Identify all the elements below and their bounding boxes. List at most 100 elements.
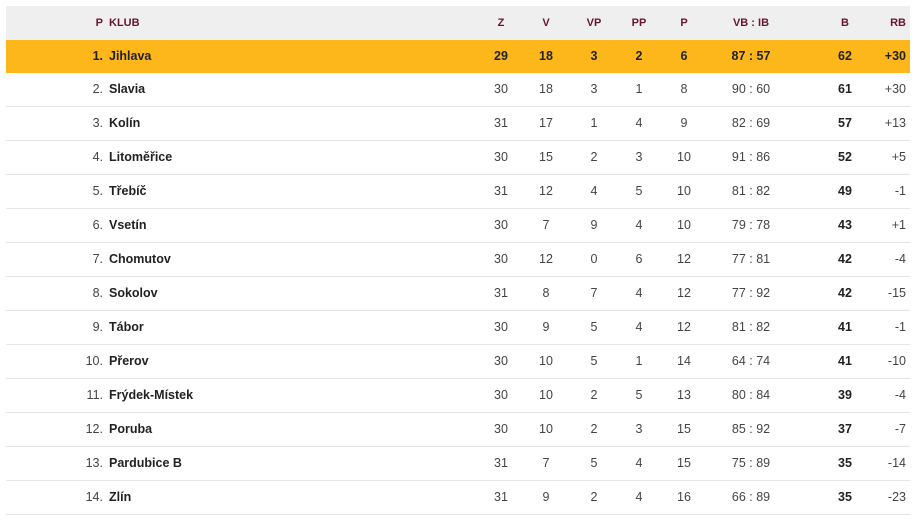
header-ot-wins[interactable]: VP [586,17,602,29]
club-name-cell[interactable]: Poruba [109,422,153,436]
points-cell: 39 [838,388,852,402]
losses-cell: 10 [677,150,691,164]
points-cell: 35 [838,456,852,470]
table-row[interactable]: 5. Třebíč 31 12 4 5 10 81 : 82 49 -1 [6,175,910,209]
table-row[interactable]: 9. Tábor 30 9 5 4 12 81 : 82 41 -1 [6,311,910,345]
club-name-cell[interactable]: Frýdek-Místek [109,388,194,402]
header-score[interactable]: VB : IB [732,17,770,29]
losses-cell: 16 [677,490,691,504]
ot-losses-cell: 5 [635,184,643,198]
club-name-cell[interactable]: Třebíč [109,184,147,198]
games-cell: 31 [494,116,508,130]
position-cell: 10. [85,354,103,368]
ot-wins-cell: 2 [590,490,598,504]
club-name-cell[interactable]: Kolín [109,116,141,130]
score-cell: 85 : 92 [731,422,771,436]
games-cell: 30 [494,218,508,232]
points-cell: 57 [838,116,852,130]
ot-losses-cell: 1 [635,354,643,368]
score-cell: 75 : 89 [731,456,771,470]
table-row[interactable]: 14. Zlín 31 9 2 4 16 66 : 89 35 -23 [6,481,910,515]
ot-wins-cell: 4 [590,184,598,198]
table-header: P KLUB Z V VP PP P VB : IB B RB [6,6,910,40]
points-cell: 37 [838,422,852,436]
header-club[interactable]: KLUB [109,17,140,29]
games-cell: 30 [494,82,508,96]
games-cell: 30 [494,252,508,266]
header-wins[interactable]: V [542,17,550,29]
goal-diff-cell: +13 [884,116,906,130]
ot-wins-cell: 7 [590,286,598,300]
goal-diff-cell: -14 [887,456,906,470]
wins-cell: 9 [542,490,550,504]
table-row[interactable]: 12. Poruba 30 10 2 3 15 85 : 92 37 -7 [6,413,910,447]
standings-table: P KLUB Z V VP PP P VB : IB B RB 1. Jihlav… [6,6,910,515]
header-points[interactable]: B [841,17,849,29]
position-cell: 2. [92,82,103,96]
games-cell: 30 [494,388,508,402]
club-name-cell[interactable]: Přerov [109,354,149,368]
table-row[interactable]: 8. Sokolov 31 8 7 4 12 77 : 92 42 -15 [6,277,910,311]
position-cell: 7. [92,252,103,266]
score-cell: 79 : 78 [731,218,771,232]
ot-losses-cell: 4 [635,456,643,470]
points-cell: 52 [838,150,852,164]
ot-wins-cell: 2 [590,388,598,402]
club-name-cell[interactable]: Tábor [109,320,144,334]
header-goal-diff[interactable]: RB [890,17,906,29]
club-name-cell[interactable]: Jihlava [109,49,152,63]
club-name-cell[interactable]: Sokolov [109,286,158,300]
club-name-cell[interactable]: Pardubice B [109,456,182,470]
points-cell: 49 [838,184,852,198]
points-cell: 43 [838,218,852,232]
ot-losses-cell: 4 [635,320,643,334]
ot-losses-cell: 4 [635,116,643,130]
position-cell: 6. [92,218,103,232]
table-row[interactable]: 3. Kolín 31 17 1 4 9 82 : 69 57 +13 [6,107,910,141]
score-cell: 80 : 84 [731,388,771,402]
wins-cell: 10 [539,422,553,436]
ot-losses-cell: 6 [635,252,643,266]
wins-cell: 7 [542,218,550,232]
table-row[interactable]: 11. Frýdek-Místek 30 10 2 5 13 80 : 84 39 -4 [6,379,910,413]
header-position[interactable]: P [95,17,103,29]
club-name-cell[interactable]: Vsetín [109,218,147,232]
club-name-cell[interactable]: Chomutov [109,252,171,266]
club-name-cell[interactable]: Slavia [109,82,146,96]
goal-diff-cell: +30 [884,82,906,96]
ot-wins-cell: 1 [590,116,598,130]
ot-wins-cell: 2 [590,422,598,436]
position-cell: 9. [92,320,103,334]
position-cell: 8. [92,286,103,300]
table-row[interactable]: 7. Chomutov 30 12 0 6 12 77 : 81 42 -4 [6,243,910,277]
ot-losses-cell: 3 [635,150,643,164]
table-row[interactable]: 1. Jihlava 29 18 3 2 6 87 : 57 62 +30 [6,40,910,73]
table-row[interactable]: 10. Přerov 30 10 5 1 14 64 : 74 41 -10 [6,345,910,379]
score-cell: 91 : 86 [731,150,771,164]
table-row[interactable]: 4. Litoměřice 30 15 2 3 10 91 : 86 52 +5 [6,141,910,175]
wins-cell: 10 [539,354,553,368]
club-name-cell[interactable]: Litoměřice [109,150,173,164]
goal-diff-cell: +5 [891,150,906,164]
table-row[interactable]: 2. Slavia 30 18 3 1 8 90 : 60 61 +30 [6,73,910,107]
table-row[interactable]: 6. Vsetín 30 7 9 4 10 79 : 78 43 +1 [6,209,910,243]
table-row[interactable]: 13. Pardubice B 31 7 5 4 15 75 : 89 35 -14 [6,447,910,481]
header-ot-losses[interactable]: PP [631,17,647,29]
wins-cell: 17 [539,116,553,130]
position-cell: 3. [92,116,103,130]
score-cell: 64 : 74 [731,354,771,368]
games-cell: 29 [494,49,508,63]
ot-wins-cell: 2 [590,150,598,164]
ot-wins-cell: 9 [590,218,598,232]
header-losses[interactable]: P [680,17,688,29]
games-cell: 30 [494,320,508,334]
header-games[interactable]: Z [497,17,505,29]
score-cell: 81 : 82 [731,320,771,334]
club-name-cell[interactable]: Zlín [109,490,132,504]
games-cell: 31 [494,286,508,300]
ot-losses-cell: 4 [635,286,643,300]
ot-losses-cell: 4 [635,490,643,504]
ot-wins-cell: 3 [590,49,598,63]
wins-cell: 7 [542,456,550,470]
points-cell: 41 [838,320,852,334]
